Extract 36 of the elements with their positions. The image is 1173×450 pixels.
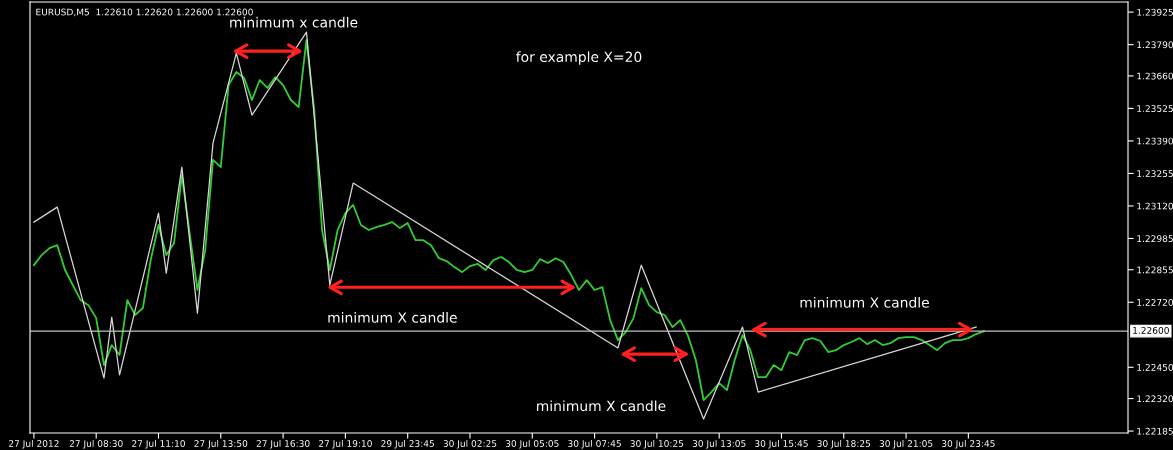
- text: EURUSD,M5 1.22610 1.22620 1.22600 1.22600: [36, 8, 253, 17]
- y-tick-label: 1.22185: [1137, 427, 1173, 435]
- x-tick-label: 27 Jul 16:30: [256, 439, 310, 449]
- x-tick-label: 30 Jul 18:25: [817, 439, 871, 449]
- y-tick-label: 1.22985: [1137, 235, 1173, 243]
- y-tick-label: 1.22720: [1137, 298, 1173, 306]
- y-tick-label: 1.23525: [1137, 105, 1173, 112]
- y-tick-label: 1.23255: [1137, 170, 1173, 177]
- annotation: minimum x candle: [230, 16, 358, 28]
- x-tick-label: 30 Jul 07:45: [568, 439, 621, 449]
- x-tick-label: 30 Jul 05:05: [505, 439, 559, 449]
- annotation: minimum X candle: [537, 400, 666, 412]
- x-tick-label: 30 Jul 10:25: [630, 439, 684, 449]
- y-tick-label: 1.23660: [1137, 72, 1173, 80]
- annotation: minimum X candle: [328, 312, 457, 323]
- x-tick-label: 27 Jul 2012: [9, 439, 59, 449]
- y-tick-label: 1.23390: [1137, 137, 1173, 145]
- y-tick-label: 1.23790: [1137, 41, 1173, 49]
- y-tick-label: 1.23120: [1137, 202, 1173, 210]
- x-tick-label: 27 Jul 19:10: [318, 439, 372, 449]
- x-tick-label: 30 Jul 02:25: [443, 439, 497, 449]
- ref-line-label: 1.22600: [1133, 326, 1169, 334]
- y-tick-label: 1.22320: [1137, 395, 1173, 403]
- x-tick-label: 27 Jul 08:30: [69, 439, 123, 449]
- y-tick-label: 1.23925: [1137, 8, 1173, 16]
- x-tick-label: 30 Jul 23:45: [941, 439, 995, 449]
- x-tick-label: 30 Jul 21:05: [879, 439, 933, 449]
- annotation: for example X=20: [516, 51, 642, 65]
- x-tick-label: 30 Jul 13:05: [692, 439, 746, 449]
- x-tick-label: 30 Jul 15:45: [755, 439, 808, 449]
- y-tick-label: 1.22450: [1137, 364, 1173, 371]
- x-tick-label: 29 Jul 23:45: [381, 439, 434, 449]
- x-tick-label: 27 Jul 11:10: [132, 439, 185, 449]
- y-tick-label: 1.22855: [1137, 266, 1173, 274]
- x-tick-label: 27 Jul 13:50: [194, 439, 248, 449]
- annotation: minimum X candle: [800, 296, 929, 308]
